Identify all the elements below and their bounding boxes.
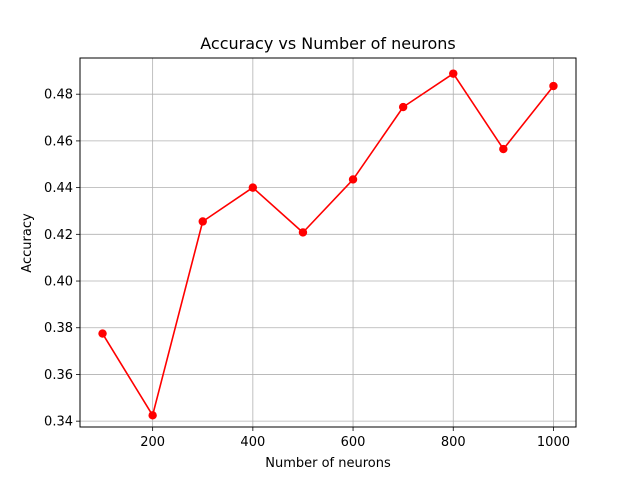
data-point bbox=[248, 183, 258, 192]
data-point bbox=[348, 175, 358, 184]
x-tick-label: 200 bbox=[140, 435, 165, 450]
x-axis-title: Number of neurons bbox=[265, 456, 391, 471]
x-tick-label: 800 bbox=[441, 435, 466, 450]
grid bbox=[80, 58, 576, 427]
data-series bbox=[98, 69, 558, 420]
x-tick-label: 1000 bbox=[537, 435, 570, 450]
data-point bbox=[549, 81, 558, 91]
data-point bbox=[398, 102, 408, 112]
plot-area-frame bbox=[79, 57, 577, 428]
y-tick-label: 0.46 bbox=[44, 134, 73, 149]
y-tick-label: 0.42 bbox=[44, 228, 73, 243]
data-point bbox=[499, 144, 508, 154]
y-tick-label: 0.36 bbox=[44, 368, 73, 383]
data-point bbox=[298, 228, 308, 237]
y-tick-label: 0.48 bbox=[44, 88, 73, 103]
y-axis-title: Accuracy bbox=[20, 213, 35, 273]
y-tick-label: 0.34 bbox=[44, 415, 73, 430]
x-tick-label: 400 bbox=[240, 435, 265, 450]
y-tick-label: 0.40 bbox=[44, 275, 73, 290]
x-axis-ticks: 200 400 600 800 1000 bbox=[140, 427, 570, 450]
x-tick-label: 600 bbox=[341, 435, 366, 450]
y-tick-label: 0.44 bbox=[44, 181, 73, 196]
data-point bbox=[449, 69, 458, 78]
y-axis-ticks: 0.34 0.36 0.38 0.40 0.42 0.44 0.46 0.48 bbox=[44, 88, 80, 430]
y-tick-label: 0.38 bbox=[44, 321, 73, 336]
data-point bbox=[148, 411, 157, 420]
data-point bbox=[98, 329, 107, 338]
data-point bbox=[198, 217, 207, 226]
series-line bbox=[101, 72, 555, 417]
chart-title: Accuracy vs Number of neurons bbox=[200, 34, 456, 53]
